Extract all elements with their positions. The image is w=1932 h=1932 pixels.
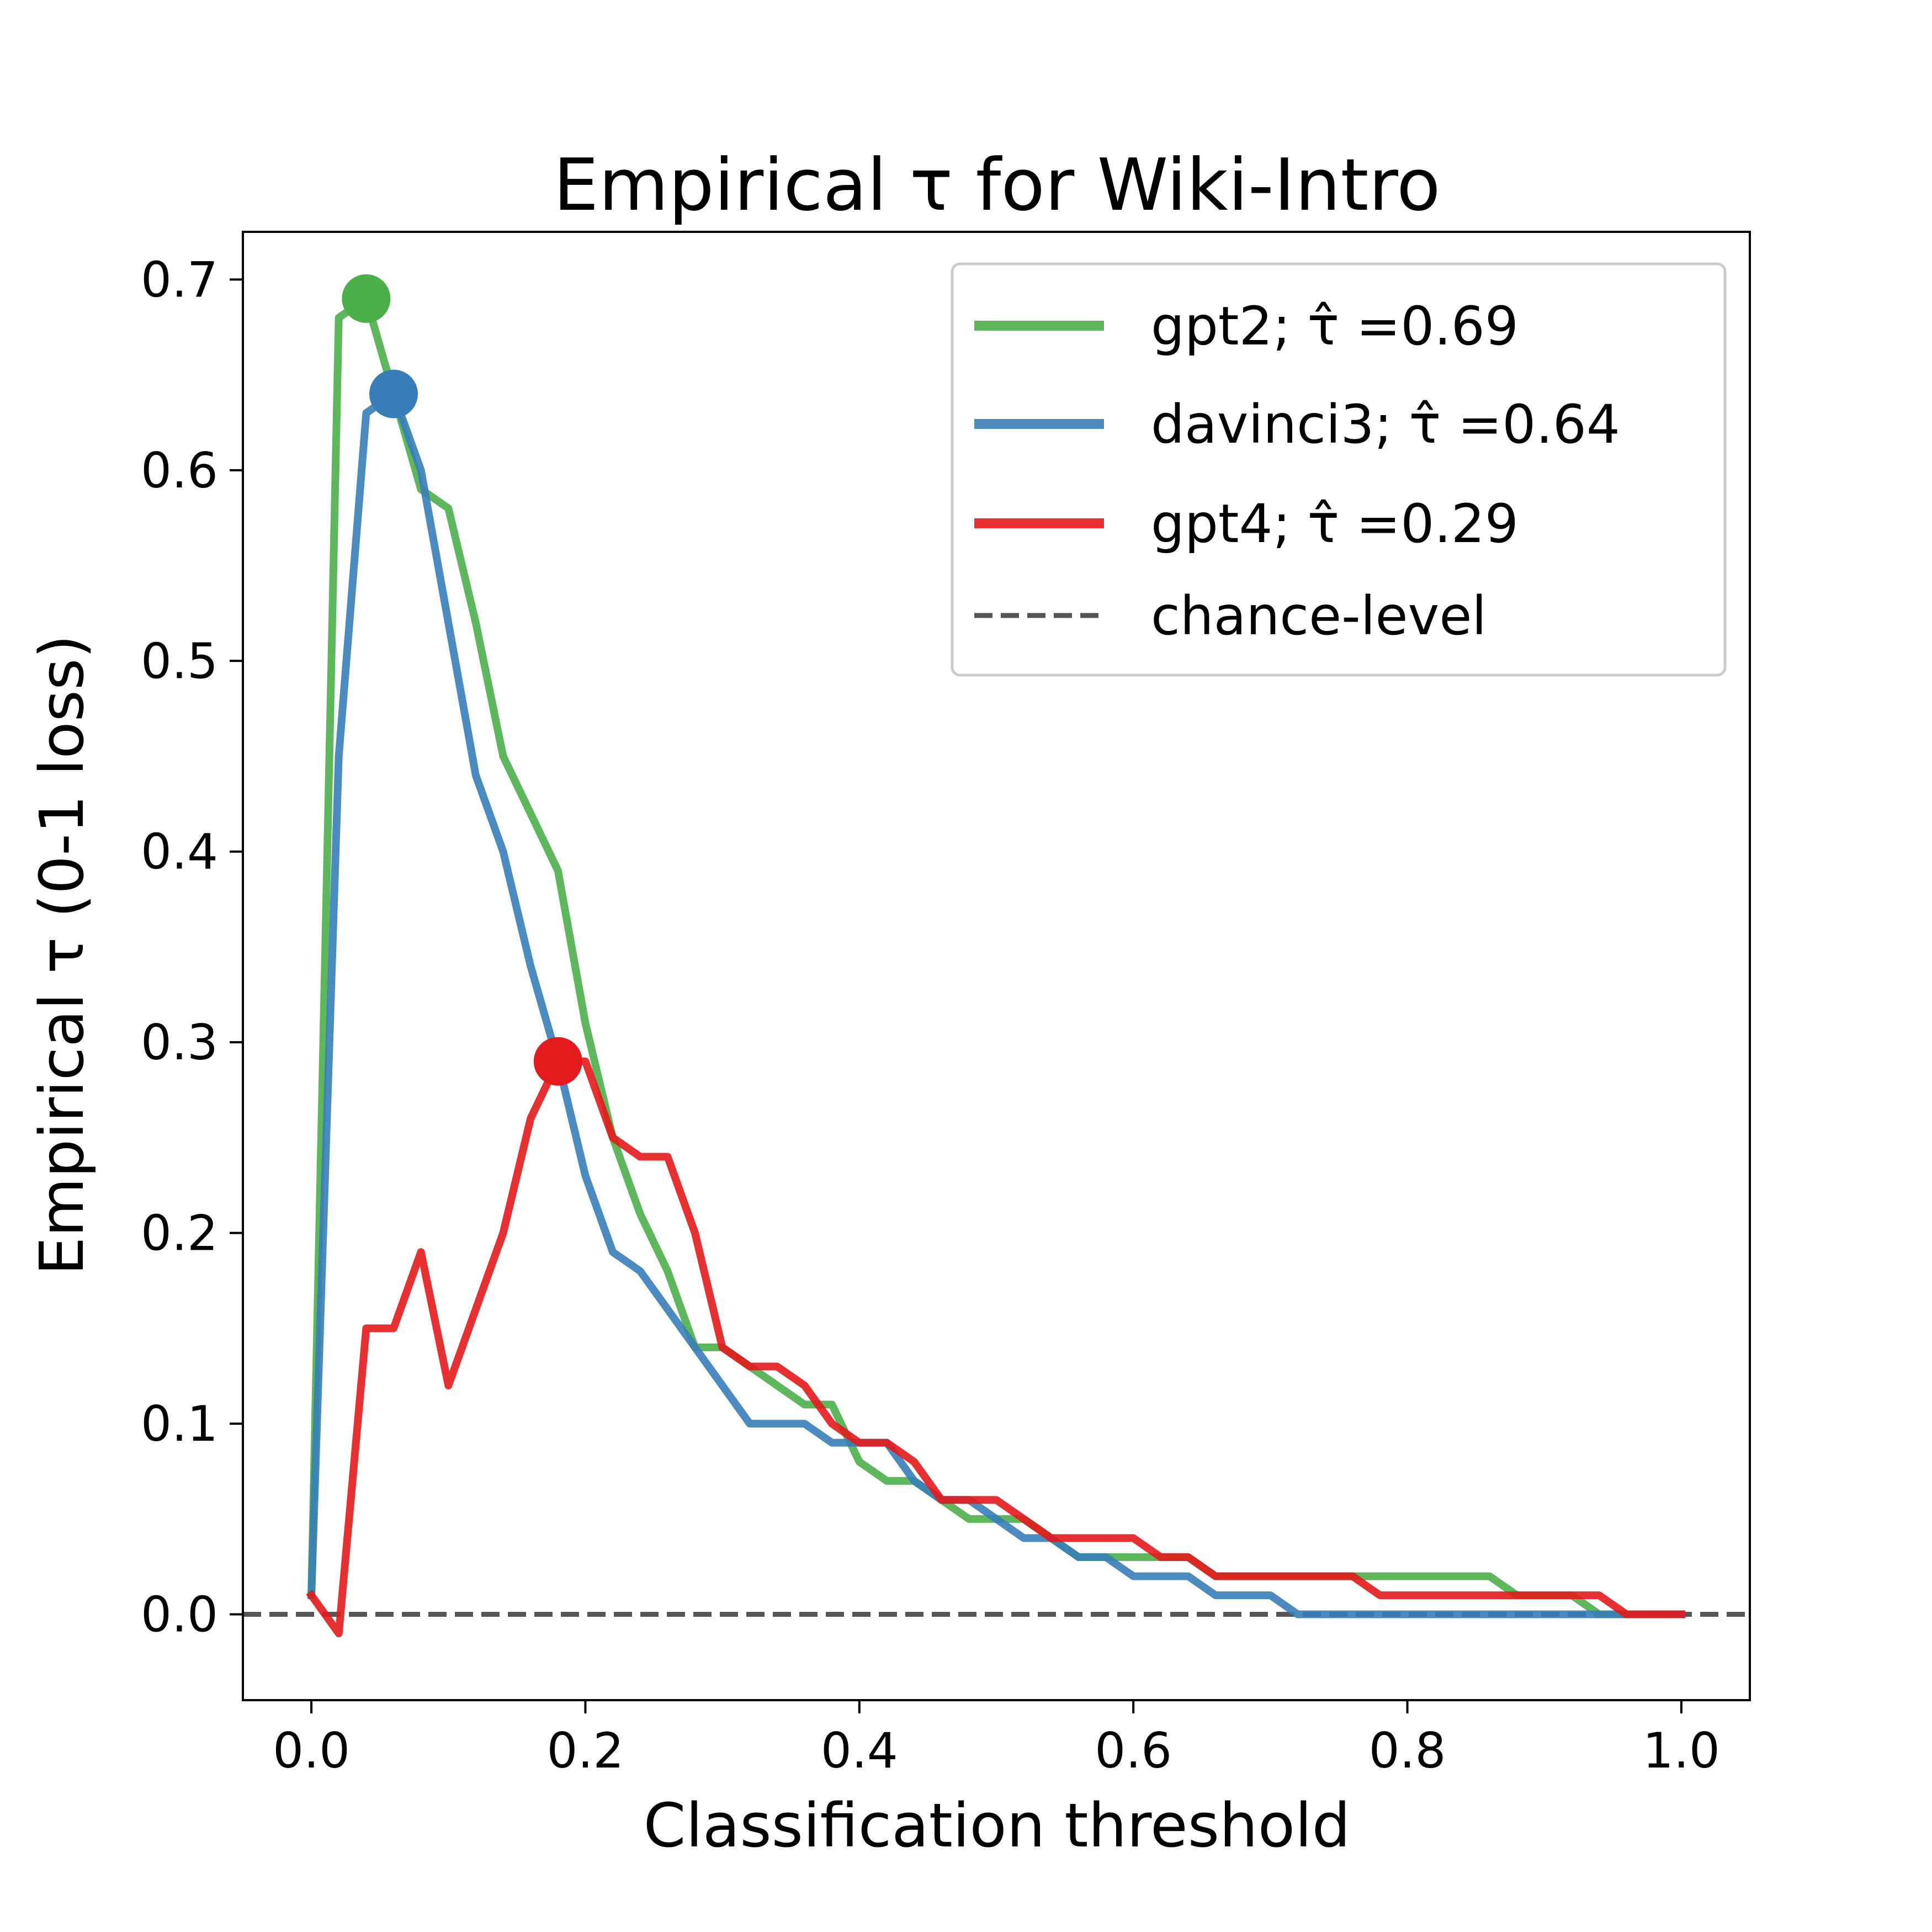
legend-box	[951, 262, 1727, 677]
x-tick-label-2: 0.4	[821, 1722, 898, 1779]
x-tick-label-0: 0.0	[273, 1722, 350, 1779]
y-tick-label-4: 0.4	[141, 824, 218, 880]
y-axis-label: Empirical τ (0-1 loss)	[26, 635, 97, 1275]
series-line-1	[307, 390, 1685, 1618]
y-tick-label-2: 0.2	[141, 1205, 218, 1262]
x-axis: 0.0 0.2 0.4 0.6 0.8 1.0	[273, 1700, 1720, 1779]
peak-marker-0	[342, 274, 391, 323]
y-tick-label-3: 0.3	[141, 1014, 218, 1071]
y-axis: 0.0 0.1 0.2 0.3 0.4 0.5 0.6 0.7	[141, 251, 243, 1643]
y-tick-label-0: 0.0	[141, 1586, 218, 1643]
series-line-2	[306, 1057, 1685, 1638]
x-tick-label-5: 1.0	[1643, 1722, 1720, 1779]
legend-label-chance-level: chance-level	[1151, 585, 1487, 647]
x-tick-label-3: 0.6	[1095, 1722, 1172, 1779]
y-tick-label-7: 0.7	[141, 251, 218, 308]
legend-label-2: gpt4; τ̂ =0.29	[1151, 493, 1519, 555]
y-tick-label-5: 0.5	[141, 633, 218, 689]
plot-frame	[242, 231, 1751, 1701]
x-tick-label-1: 0.2	[546, 1722, 624, 1779]
chart-title: Empirical τ for Wiki-Intro	[553, 143, 1440, 227]
legend-label-0: gpt2; τ̂ =0.69	[1151, 295, 1519, 357]
legend-label-1: davinci3; τ̂ =0.64	[1151, 394, 1620, 455]
peak-marker-1	[369, 369, 418, 418]
legend: gpt2; τ̂ =0.69 davinci3; τ̂ =0.64 gpt4; τ̂…	[951, 262, 1727, 677]
y-tick-label-1: 0.1	[141, 1395, 218, 1452]
plot-area	[242, 231, 1751, 1701]
peak-marker-2	[533, 1037, 582, 1086]
x-tick-label-4: 0.8	[1369, 1722, 1446, 1779]
x-axis-label: Classification threshold	[644, 1790, 1351, 1861]
y-tick-label-6: 0.6	[141, 442, 218, 499]
